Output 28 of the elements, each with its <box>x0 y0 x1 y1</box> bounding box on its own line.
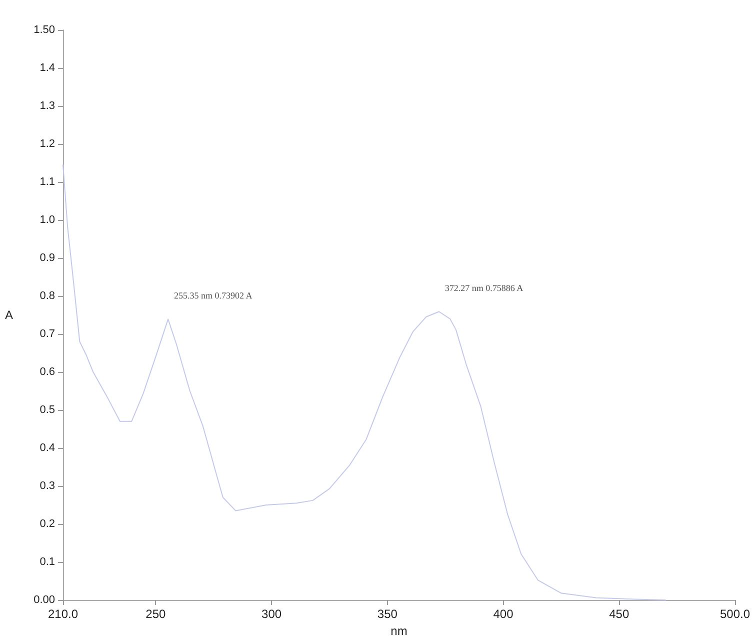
annotation: 255.35 nm 0.73902 A <box>174 290 253 301</box>
x-tick-label: 400 <box>493 607 514 621</box>
y-tick-label: 0.6 <box>40 366 55 378</box>
y-tick-label: 0.4 <box>40 442 55 454</box>
x-tick-label: 350 <box>377 607 398 621</box>
y-tick-label: 0.7 <box>40 328 55 340</box>
y-tick-label: 1.0 <box>40 214 55 226</box>
x-tick-label: 300 <box>262 607 282 621</box>
y-tick-label: 0.00 <box>34 594 55 606</box>
x-tick-label: 500.0 <box>720 607 750 621</box>
y-tick-label: 0.1 <box>40 556 55 568</box>
x-tick-label: 250 <box>146 607 166 621</box>
y-tick-label: 0.3 <box>40 480 55 492</box>
x-tick-label: 210.0 <box>48 607 78 621</box>
y-tick-label: 1.2 <box>40 138 55 150</box>
y-tick-label: 1.4 <box>40 62 55 74</box>
x-axis-title: nm <box>390 624 408 638</box>
y-tick-label: 1.3 <box>40 100 55 112</box>
y-tick-label: 0.9 <box>40 252 55 264</box>
x-tick-label: 450 <box>609 607 630 621</box>
annotation: 372.27 nm 0.75886 A <box>444 283 524 294</box>
y-tick-label: 0.8 <box>40 290 55 302</box>
y-tick-label: 1.50 <box>34 24 55 36</box>
y-tick-label: 0.5 <box>40 404 55 416</box>
y-tick-label: 1.1 <box>40 176 55 188</box>
y-tick-label: 0.2 <box>40 518 55 530</box>
line-series <box>62 164 666 600</box>
y-axis-title: A <box>4 308 13 322</box>
